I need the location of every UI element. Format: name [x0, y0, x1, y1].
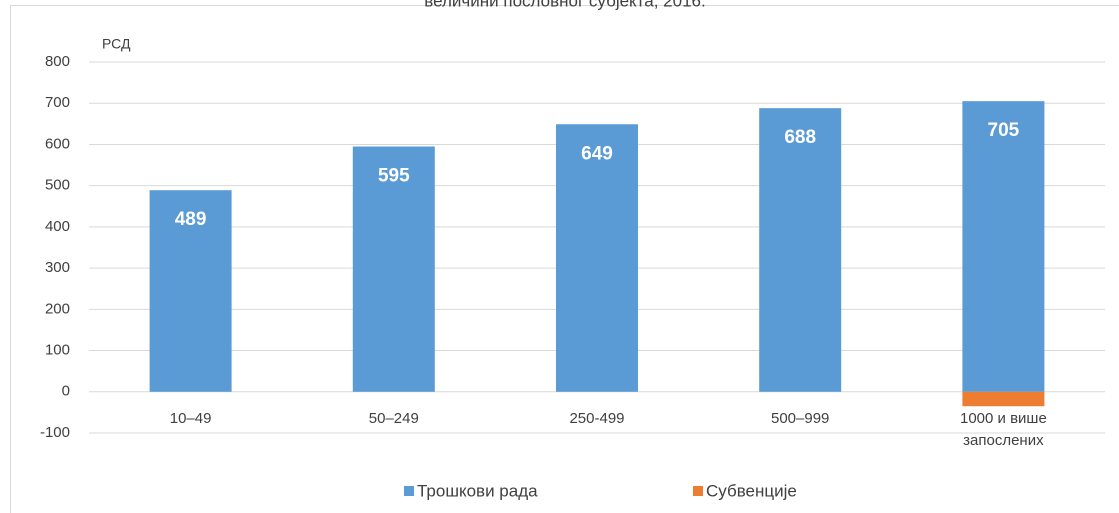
- y-tick-label: -100: [40, 424, 70, 441]
- bar: [556, 124, 638, 392]
- x-tick-label: 1000 и више запослених: [959, 409, 1047, 449]
- x-tick-label: 500–999: [770, 409, 830, 427]
- chart-border: [10, 5, 1119, 513]
- data-label: 595: [378, 166, 410, 187]
- y-tick-label: 600: [45, 135, 70, 152]
- x-tick-label: 10–49: [169, 409, 212, 427]
- x-tick-label: 50–249: [368, 409, 419, 427]
- y-tick-label: 300: [45, 259, 70, 276]
- legend-swatch: [693, 486, 703, 496]
- x-tick-label: 250-499: [569, 409, 625, 427]
- bar: [352, 146, 435, 392]
- y-tick-label: 100: [45, 342, 70, 359]
- data-label: 649: [581, 143, 613, 164]
- legend-label: Субвенције: [706, 481, 797, 500]
- bar: [759, 108, 842, 392]
- data-label: 688: [784, 127, 816, 148]
- bar: [962, 391, 1045, 407]
- bar: [149, 190, 232, 392]
- data-label: 489: [175, 209, 207, 230]
- y-tick-label: 0: [62, 383, 70, 400]
- legend-swatch: [404, 486, 414, 496]
- data-label: 705: [988, 120, 1020, 141]
- y-tick-label: 800: [45, 53, 70, 70]
- y-tick-label: 700: [45, 94, 70, 111]
- legend-label: Трошкови рада: [417, 481, 538, 500]
- y-tick-label: 500: [45, 177, 70, 194]
- y-tick-label: 200: [45, 300, 70, 317]
- chart-title: величини пословног субјекта, 2016.: [424, 0, 705, 10]
- y-tick-label: 400: [45, 218, 70, 235]
- bar: [962, 101, 1045, 392]
- y-axis-label: РСД: [102, 36, 131, 52]
